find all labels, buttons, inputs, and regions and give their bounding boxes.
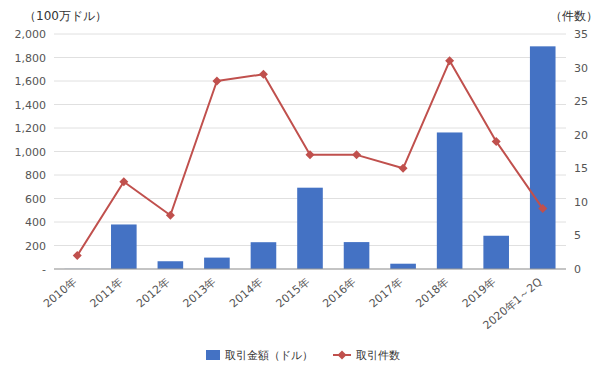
x-tick-label: 2013年 — [181, 275, 219, 310]
legend-swatch — [206, 350, 220, 360]
grid-line — [54, 175, 566, 176]
marker — [166, 211, 175, 220]
y2-tick-label: 5 — [574, 229, 581, 242]
marker — [259, 70, 268, 79]
axes: -2004006008001,0001,2001,4001,6001,8002,… — [15, 28, 589, 332]
y-tick-label: 400 — [25, 216, 46, 229]
x-axis-line — [54, 269, 566, 270]
legend-item: 取引件数 — [333, 349, 400, 362]
y-tick-label: 1,400 — [15, 99, 47, 112]
bar — [437, 132, 463, 269]
marker — [399, 164, 408, 173]
bar — [390, 264, 416, 269]
legend-item: 取引金額（ドル） — [206, 349, 313, 362]
legend-label: 取引件数 — [356, 349, 400, 362]
legend-label: 取引金額（ドル） — [225, 349, 313, 362]
marks — [64, 46, 555, 269]
bar — [111, 224, 137, 269]
marker — [538, 204, 547, 213]
y2-tick-label: 25 — [574, 95, 588, 108]
y-tick-label: 200 — [25, 240, 46, 253]
x-tick-label: 2018年 — [413, 275, 451, 310]
marker — [352, 150, 361, 159]
y2-tick-label: 35 — [574, 28, 588, 41]
y-tick-label: 1,000 — [15, 146, 47, 159]
x-tick-label: 2019年 — [460, 275, 498, 310]
x-tick-label: 2014年 — [227, 275, 265, 310]
bar — [483, 236, 509, 269]
y2-tick-label: 30 — [574, 62, 588, 75]
chart: -2004006008001,0001,2001,4001,6001,8002,… — [0, 0, 606, 369]
y-tick-label: - — [42, 263, 46, 276]
marker — [306, 150, 315, 159]
y-tick-label: 1,800 — [15, 52, 47, 65]
bar — [344, 242, 370, 269]
x-tick-label: 2012年 — [134, 275, 172, 310]
legend-marker — [338, 351, 347, 360]
x-tick-label: 2016年 — [320, 275, 358, 310]
marker — [212, 77, 221, 86]
y2-tick-label: 20 — [574, 129, 588, 142]
y2-axis-label: （件数） — [550, 9, 598, 23]
bar — [530, 46, 556, 269]
y2-tick-label: 0 — [574, 263, 581, 276]
y-tick-label: 600 — [25, 193, 46, 206]
marker — [73, 251, 82, 260]
x-tick-label: 2020年1～2Q — [481, 275, 545, 332]
grid-line — [54, 269, 566, 270]
y2-tick-label: 10 — [574, 196, 588, 209]
x-tick-label: 2010年 — [41, 275, 79, 310]
grid-line — [54, 81, 566, 82]
x-tick-label: 2017年 — [367, 275, 405, 310]
grid-line — [54, 57, 566, 58]
y-tick-label: 2,000 — [15, 28, 47, 41]
grid-line — [54, 104, 566, 105]
y-tick-label: 800 — [25, 169, 46, 182]
line — [77, 61, 542, 256]
marker — [492, 137, 501, 146]
bar — [158, 261, 184, 269]
legend: 取引金額（ドル） 取引件数 — [206, 349, 400, 362]
y-tick-label: 1,200 — [15, 122, 47, 135]
marker — [119, 177, 128, 186]
y-tick-label: 1,600 — [15, 75, 47, 88]
y-axis-label: （100万ドル） — [24, 9, 107, 23]
x-tick-label: 2015年 — [274, 275, 312, 310]
grid-line — [54, 34, 566, 35]
marker — [445, 56, 454, 65]
y2-tick-label: 15 — [574, 162, 588, 175]
x-tick-label: 2011年 — [88, 275, 126, 310]
bar — [297, 188, 323, 269]
bar — [204, 258, 230, 269]
bar — [251, 242, 277, 269]
